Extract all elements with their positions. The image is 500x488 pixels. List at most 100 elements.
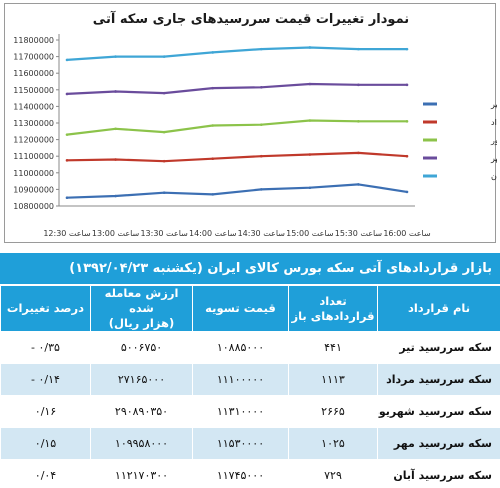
- data-point: [65, 58, 69, 62]
- data-point: [211, 124, 215, 127]
- x-tick-label: ساعت 15:30: [335, 229, 383, 238]
- header-change-percent: درصد تغییرات: [0, 285, 91, 332]
- cell-contract-name: سکه سررسید شهریور: [377, 395, 500, 428]
- cell-open-contracts: ۱۰۲۵: [288, 427, 378, 460]
- data-point: [308, 82, 312, 86]
- x-tick-label: ساعت 14:30: [238, 229, 286, 238]
- y-tick-label: 11800000: [13, 36, 54, 45]
- cell-change-percent: ۰/۳۵ -: [0, 331, 91, 364]
- data-point: [65, 196, 69, 199]
- y-tick-label: 11200000: [13, 136, 54, 145]
- data-point: [65, 133, 69, 136]
- data-point: [162, 191, 166, 195]
- cell-contract-name: سکه سررسید آبان: [377, 459, 500, 488]
- data-point: [405, 83, 409, 87]
- data-point: [308, 153, 312, 156]
- data-point: [405, 190, 409, 194]
- table-row: سکه سررسید مرداد ۱۱۱۳ ۱۱۱۰۰۰۰۰ ۲۷۱۶۵۰۰۰ …: [0, 363, 500, 396]
- series-line: [66, 151, 408, 163]
- y-tick-label: 10900000: [13, 185, 54, 194]
- data-point: [357, 83, 360, 87]
- cell-traded-value: ۲۹۰۸۹۰۳۵۰: [90, 395, 193, 428]
- x-tick-label: ساعت 13:30: [140, 229, 188, 238]
- y-tick-label: 11500000: [13, 86, 54, 95]
- data-point: [211, 193, 215, 196]
- y-tick-label: 11700000: [13, 53, 54, 62]
- data-point: [162, 130, 166, 134]
- x-tick-label: ساعت 13:00: [92, 229, 140, 238]
- y-tick-label: 10800000: [13, 202, 54, 211]
- cell-contract-name: سکه سررسید مهر: [377, 427, 500, 460]
- data-point: [308, 46, 312, 49]
- series-line: [66, 46, 407, 61]
- data-point: [211, 157, 215, 160]
- chart-panel: نمودار تغییرات قیمت سررسیدهای جاری سکه آ…: [4, 3, 497, 243]
- legend-label: سررسید آبان: [491, 171, 497, 181]
- x-tick-label: ساعت 15:00: [286, 229, 334, 238]
- y-tick-label: 11400000: [13, 102, 54, 111]
- table-row: سکه سررسید مهر ۱۰۲۵ ۱۱۵۳۰۰۰۰ ۱۰۹۹۵۸۰۰۰ ۰…: [0, 427, 500, 460]
- header-traded-value: ارزش معامله شده (هزار ریال): [90, 285, 193, 332]
- data-point: [114, 55, 117, 58]
- header-open-contracts: تعداد قراردادهای باز: [288, 285, 378, 332]
- data-point: [114, 194, 117, 198]
- table-header-row: نام قرارداد تعداد قراردادهای باز قیمت تسو…: [0, 285, 500, 332]
- series-line: [66, 82, 407, 95]
- cell-open-contracts: ۷۲۹: [288, 459, 378, 488]
- y-tick-label: 11100000: [13, 152, 54, 161]
- data-point: [259, 47, 263, 51]
- header-settlement-price: قیمت تسویه: [192, 285, 289, 332]
- cell-traded-value: ۱۰۹۹۵۸۰۰۰: [90, 427, 193, 460]
- table-row: سکه سررسید شهریور ۲۶۶۵ ۱۱۳۱۰۰۰۰ ۲۹۰۸۹۰۳۵…: [0, 395, 500, 428]
- data-point: [308, 119, 312, 122]
- legend-label: سررسید مرداد: [491, 118, 497, 127]
- data-point: [65, 159, 69, 162]
- data-point: [65, 92, 69, 96]
- legend-label: سررسید تیر: [490, 100, 497, 109]
- data-point: [259, 86, 263, 89]
- data-point: [405, 154, 409, 158]
- cell-traded-value: ۲۷۱۶۵۰۰۰: [90, 363, 193, 396]
- data-point: [357, 47, 360, 51]
- data-point: [162, 55, 166, 58]
- header-contract-name: نام قرارداد: [377, 285, 500, 332]
- data-point: [405, 120, 409, 123]
- y-tick-label: 11300000: [13, 119, 54, 128]
- series-line: [66, 119, 407, 136]
- data-point: [308, 186, 312, 190]
- data-point: [259, 154, 263, 158]
- data-point: [162, 159, 166, 163]
- cell-open-contracts: ۲۶۶۵: [288, 395, 378, 428]
- chart-title: نمودار تغییرات قیمت سررسیدهای جاری سکه آ…: [93, 10, 409, 27]
- data-point: [211, 51, 215, 54]
- data-point: [259, 188, 263, 191]
- futures-market-table: نام قرارداد تعداد قراردادهای باز قیمت تسو…: [0, 285, 500, 488]
- series-line: [66, 183, 408, 199]
- cell-settlement-price: ۱۱۵۳۰۰۰۰: [192, 427, 289, 460]
- y-tick-label: 11000000: [13, 169, 54, 178]
- legend-label: سررسید شهریور: [490, 136, 497, 145]
- cell-traded-value: ۱۱۲۱۷۰۳۰۰: [90, 459, 193, 488]
- legend-label: سررسید مهر: [490, 154, 497, 163]
- cell-contract-name: سکه سررسید مرداد: [377, 363, 500, 396]
- cell-contract-name: سکه سررسید تیر: [377, 331, 500, 364]
- data-point: [357, 120, 360, 123]
- x-tick-label: ساعت 12:30: [43, 229, 91, 238]
- data-point: [211, 86, 215, 90]
- cell-change-percent: ۰/۱۴ -: [0, 363, 91, 396]
- cell-traded-value: ۵۰۰۶۷۵۰: [90, 331, 193, 364]
- cell-change-percent: ۰/۱۵: [0, 427, 91, 460]
- cell-settlement-price: ۱۱۱۰۰۰۰۰: [192, 363, 289, 396]
- table-row: سکه سررسید تیر ۴۴۱ ۱۰۸۸۵۰۰۰ ۵۰۰۶۷۵۰ ۰/۳۵…: [0, 331, 500, 364]
- x-tick-label: ساعت 14:00: [189, 229, 237, 238]
- cell-open-contracts: ۴۴۱: [288, 331, 378, 364]
- data-point: [114, 127, 117, 131]
- cell-settlement-price: ۱۰۸۸۵۰۰۰: [192, 331, 289, 364]
- x-tick-label: ساعت 16:00: [383, 229, 431, 238]
- cell-change-percent: ۰/۱۶: [0, 395, 91, 428]
- cell-settlement-price: ۱۱۷۴۵۰۰۰: [192, 459, 289, 488]
- data-point: [162, 91, 166, 95]
- data-point: [357, 183, 360, 186]
- cell-open-contracts: ۱۱۱۳: [288, 363, 378, 396]
- data-point: [357, 151, 360, 155]
